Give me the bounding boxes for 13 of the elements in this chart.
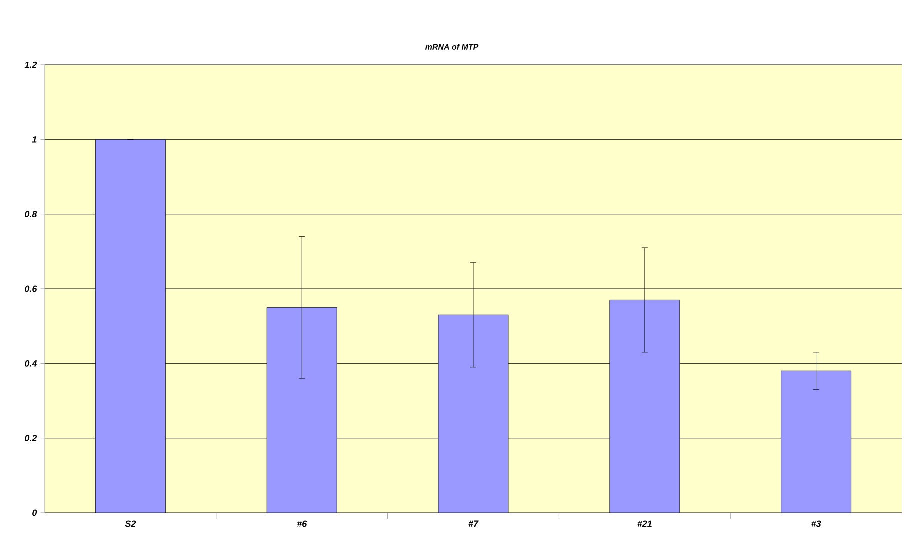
x-tick-label: S2 (125, 520, 136, 528)
y-tick-label: 0.8 (25, 211, 38, 218)
y-tick-label: 0.2 (25, 435, 38, 442)
y-tick-label: 0 (32, 510, 38, 516)
y-tick-label: 0.6 (25, 286, 38, 292)
y-tick-label: 1.2 (24, 62, 38, 68)
x-tick-label: #7 (468, 520, 479, 527)
chart-title: mRNA of MTP (425, 44, 479, 50)
y-tick-label: 1 (32, 136, 37, 143)
x-tick-label: #3 (812, 520, 822, 528)
y-tick-label: 0.4 (25, 360, 38, 367)
x-tick-label: #6 (297, 520, 308, 528)
x-tick-label: #21 (638, 520, 652, 528)
